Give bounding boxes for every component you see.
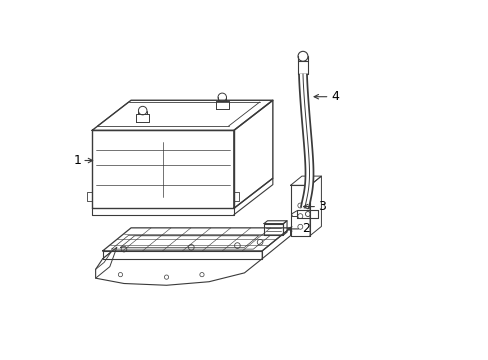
Text: 1: 1 xyxy=(73,154,81,167)
Text: 2: 2 xyxy=(302,222,310,235)
Text: 3: 3 xyxy=(318,200,326,213)
Text: 4: 4 xyxy=(330,90,338,103)
